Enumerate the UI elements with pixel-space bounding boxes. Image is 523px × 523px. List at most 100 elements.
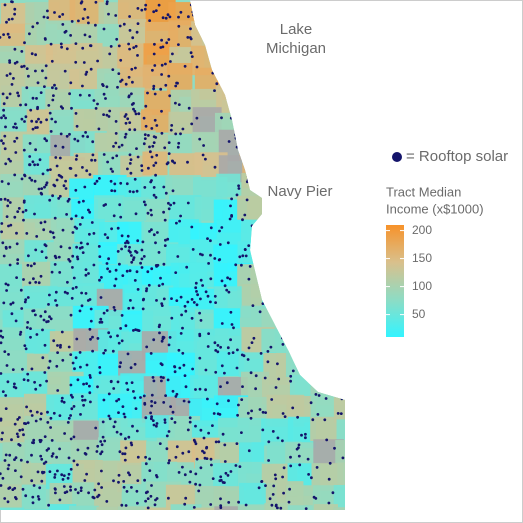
- solar-point: [35, 235, 39, 238]
- solar-point: [39, 417, 43, 421]
- solar-point: [23, 174, 27, 178]
- solar-point: [323, 418, 327, 422]
- solar-point: [109, 335, 112, 339]
- solar-point: [159, 375, 163, 379]
- solar-point: [149, 494, 153, 498]
- solar-point: [47, 447, 50, 450]
- solar-point: [129, 366, 133, 370]
- solar-point: [55, 178, 59, 182]
- solar-point: [155, 299, 158, 302]
- solar-point: [111, 156, 115, 160]
- solar-point: [131, 80, 134, 84]
- solar-point: [14, 497, 18, 501]
- solar-point: [142, 142, 146, 146]
- solar-point: [69, 81, 73, 85]
- solar-point: [98, 366, 102, 369]
- solar-point: [62, 400, 66, 404]
- solar-point: [0, 116, 3, 120]
- tract: [288, 68, 324, 101]
- solar-point: [201, 153, 205, 157]
- solar-point: [136, 22, 140, 25]
- solar-point: [231, 351, 235, 354]
- solar-point: [16, 91, 19, 95]
- solar-point: [297, 443, 301, 447]
- solar-point: [39, 274, 43, 278]
- solar-point: [162, 210, 166, 214]
- solar-point: [315, 336, 319, 339]
- solar-point: [16, 210, 20, 214]
- solar-point: [66, 280, 69, 284]
- solar-point: [7, 157, 11, 161]
- solar-point: [237, 187, 241, 190]
- tract: [286, 243, 321, 267]
- solar-point: [5, 289, 8, 292]
- solar-point: [11, 0, 14, 4]
- solar-point: [24, 494, 28, 498]
- solar-point: [213, 165, 217, 169]
- tract: [119, 87, 145, 111]
- solar-point: [117, 72, 121, 75]
- solar-point: [36, 163, 40, 167]
- solar-point: [51, 452, 55, 455]
- solar-point: [26, 379, 30, 382]
- solar-point: [120, 247, 123, 251]
- solar-point: [316, 413, 320, 416]
- solar-point: [168, 459, 171, 462]
- tract: [287, 306, 321, 341]
- solar-point: [149, 208, 153, 212]
- solar-point: [5, 364, 9, 367]
- solar-point: [219, 506, 223, 510]
- solar-point: [42, 318, 46, 322]
- solar-point: [228, 217, 232, 221]
- solar-point: [16, 435, 20, 438]
- solar-point: [100, 320, 104, 324]
- solar-point: [259, 181, 263, 185]
- solar-point: [154, 136, 158, 139]
- solar-point: [199, 14, 203, 18]
- solar-point: [18, 416, 21, 419]
- solar-point: [124, 324, 128, 328]
- solar-point: [118, 24, 122, 28]
- solar-point: [135, 189, 139, 193]
- solar-point: [113, 308, 117, 312]
- solar-point: [209, 253, 212, 257]
- solar-point: [65, 490, 69, 494]
- solar-point: [113, 189, 117, 193]
- solar-point: [339, 412, 343, 415]
- solar-point: [242, 79, 246, 83]
- solar-point: [177, 15, 180, 19]
- solar-point: [164, 16, 168, 20]
- solar-point: [28, 142, 32, 145]
- solar-point: [241, 66, 245, 69]
- tract: [309, 283, 343, 306]
- solar-point: [207, 332, 211, 335]
- solar-point: [102, 27, 106, 31]
- solar-point: [279, 139, 283, 143]
- solar-point: [107, 414, 111, 418]
- solar-point: [195, 290, 198, 293]
- solar-point: [333, 80, 336, 84]
- solar-point: [173, 421, 177, 424]
- solar-point: [89, 319, 93, 323]
- solar-point: [259, 352, 263, 355]
- solar-point: [213, 257, 217, 260]
- solar-point: [66, 421, 70, 424]
- solar-point: [61, 23, 65, 26]
- solar-point: [3, 197, 7, 201]
- solar-point: [141, 240, 145, 244]
- solar-point: [288, 487, 291, 491]
- solar-point: [300, 358, 303, 362]
- tract: [242, 65, 267, 96]
- solar-point: [234, 464, 238, 467]
- solar-point: [299, 58, 303, 62]
- solar-point: [173, 365, 177, 369]
- solar-point: [92, 99, 96, 102]
- solar-point: [281, 439, 284, 443]
- solar-point: [0, 341, 3, 345]
- solar-point: [142, 394, 146, 398]
- solar-point: [89, 44, 92, 47]
- solar-point: [102, 92, 106, 96]
- solar-point: [84, 273, 88, 277]
- tract: [313, 63, 338, 96]
- solar-point: [75, 154, 79, 158]
